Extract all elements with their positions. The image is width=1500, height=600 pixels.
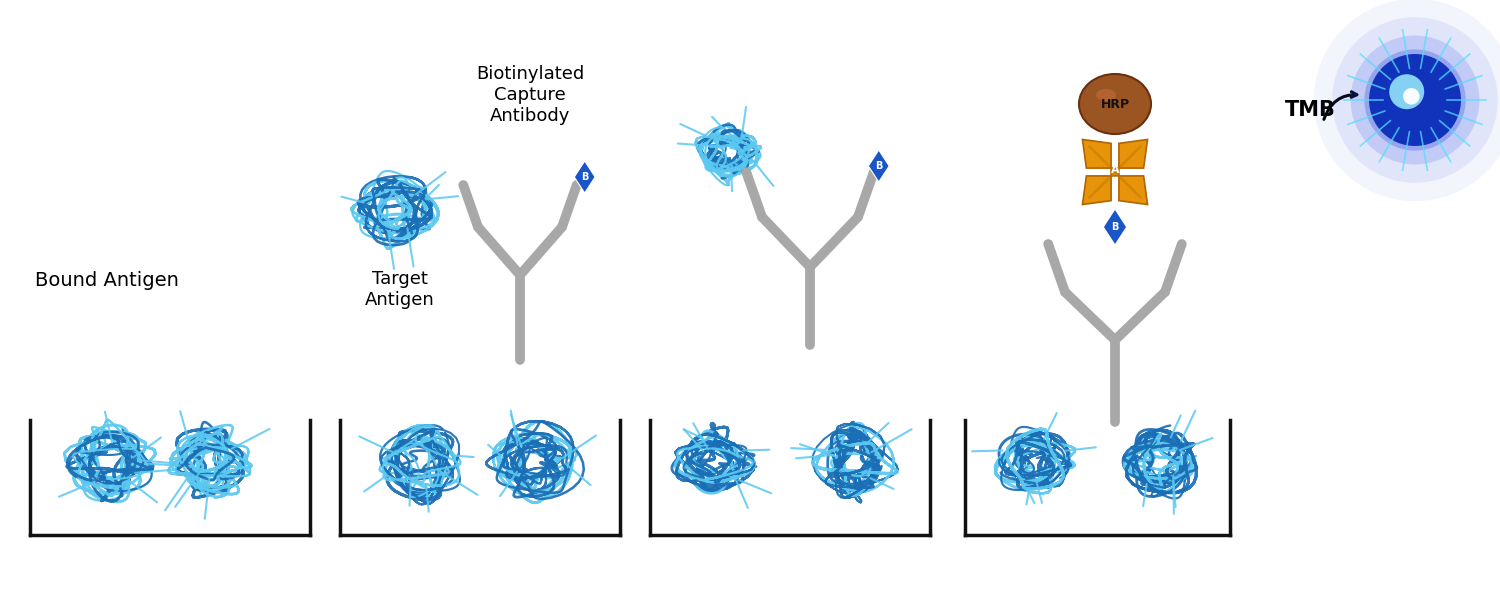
- Text: B: B: [580, 172, 588, 182]
- Text: HRP: HRP: [1101, 97, 1130, 110]
- Circle shape: [1332, 17, 1498, 183]
- Circle shape: [1389, 74, 1423, 109]
- Text: B: B: [874, 161, 882, 171]
- Text: TMB: TMB: [1286, 100, 1336, 120]
- Circle shape: [1370, 54, 1461, 146]
- Text: Biotinylated
Capture
Antibody: Biotinylated Capture Antibody: [476, 65, 584, 125]
- Ellipse shape: [1096, 89, 1116, 101]
- Text: Bound Antigen: Bound Antigen: [34, 271, 178, 290]
- Circle shape: [1402, 88, 1419, 104]
- Ellipse shape: [1078, 74, 1150, 134]
- Polygon shape: [574, 161, 596, 193]
- Text: B: B: [1112, 222, 1119, 232]
- Circle shape: [1376, 61, 1454, 139]
- Circle shape: [1350, 35, 1479, 164]
- Polygon shape: [868, 150, 889, 182]
- Polygon shape: [1104, 209, 1126, 245]
- Circle shape: [1314, 0, 1500, 201]
- Text: Target
Antigen: Target Antigen: [364, 270, 435, 309]
- Text: A: A: [1110, 165, 1119, 175]
- Polygon shape: [1083, 139, 1148, 205]
- Circle shape: [1365, 49, 1466, 151]
